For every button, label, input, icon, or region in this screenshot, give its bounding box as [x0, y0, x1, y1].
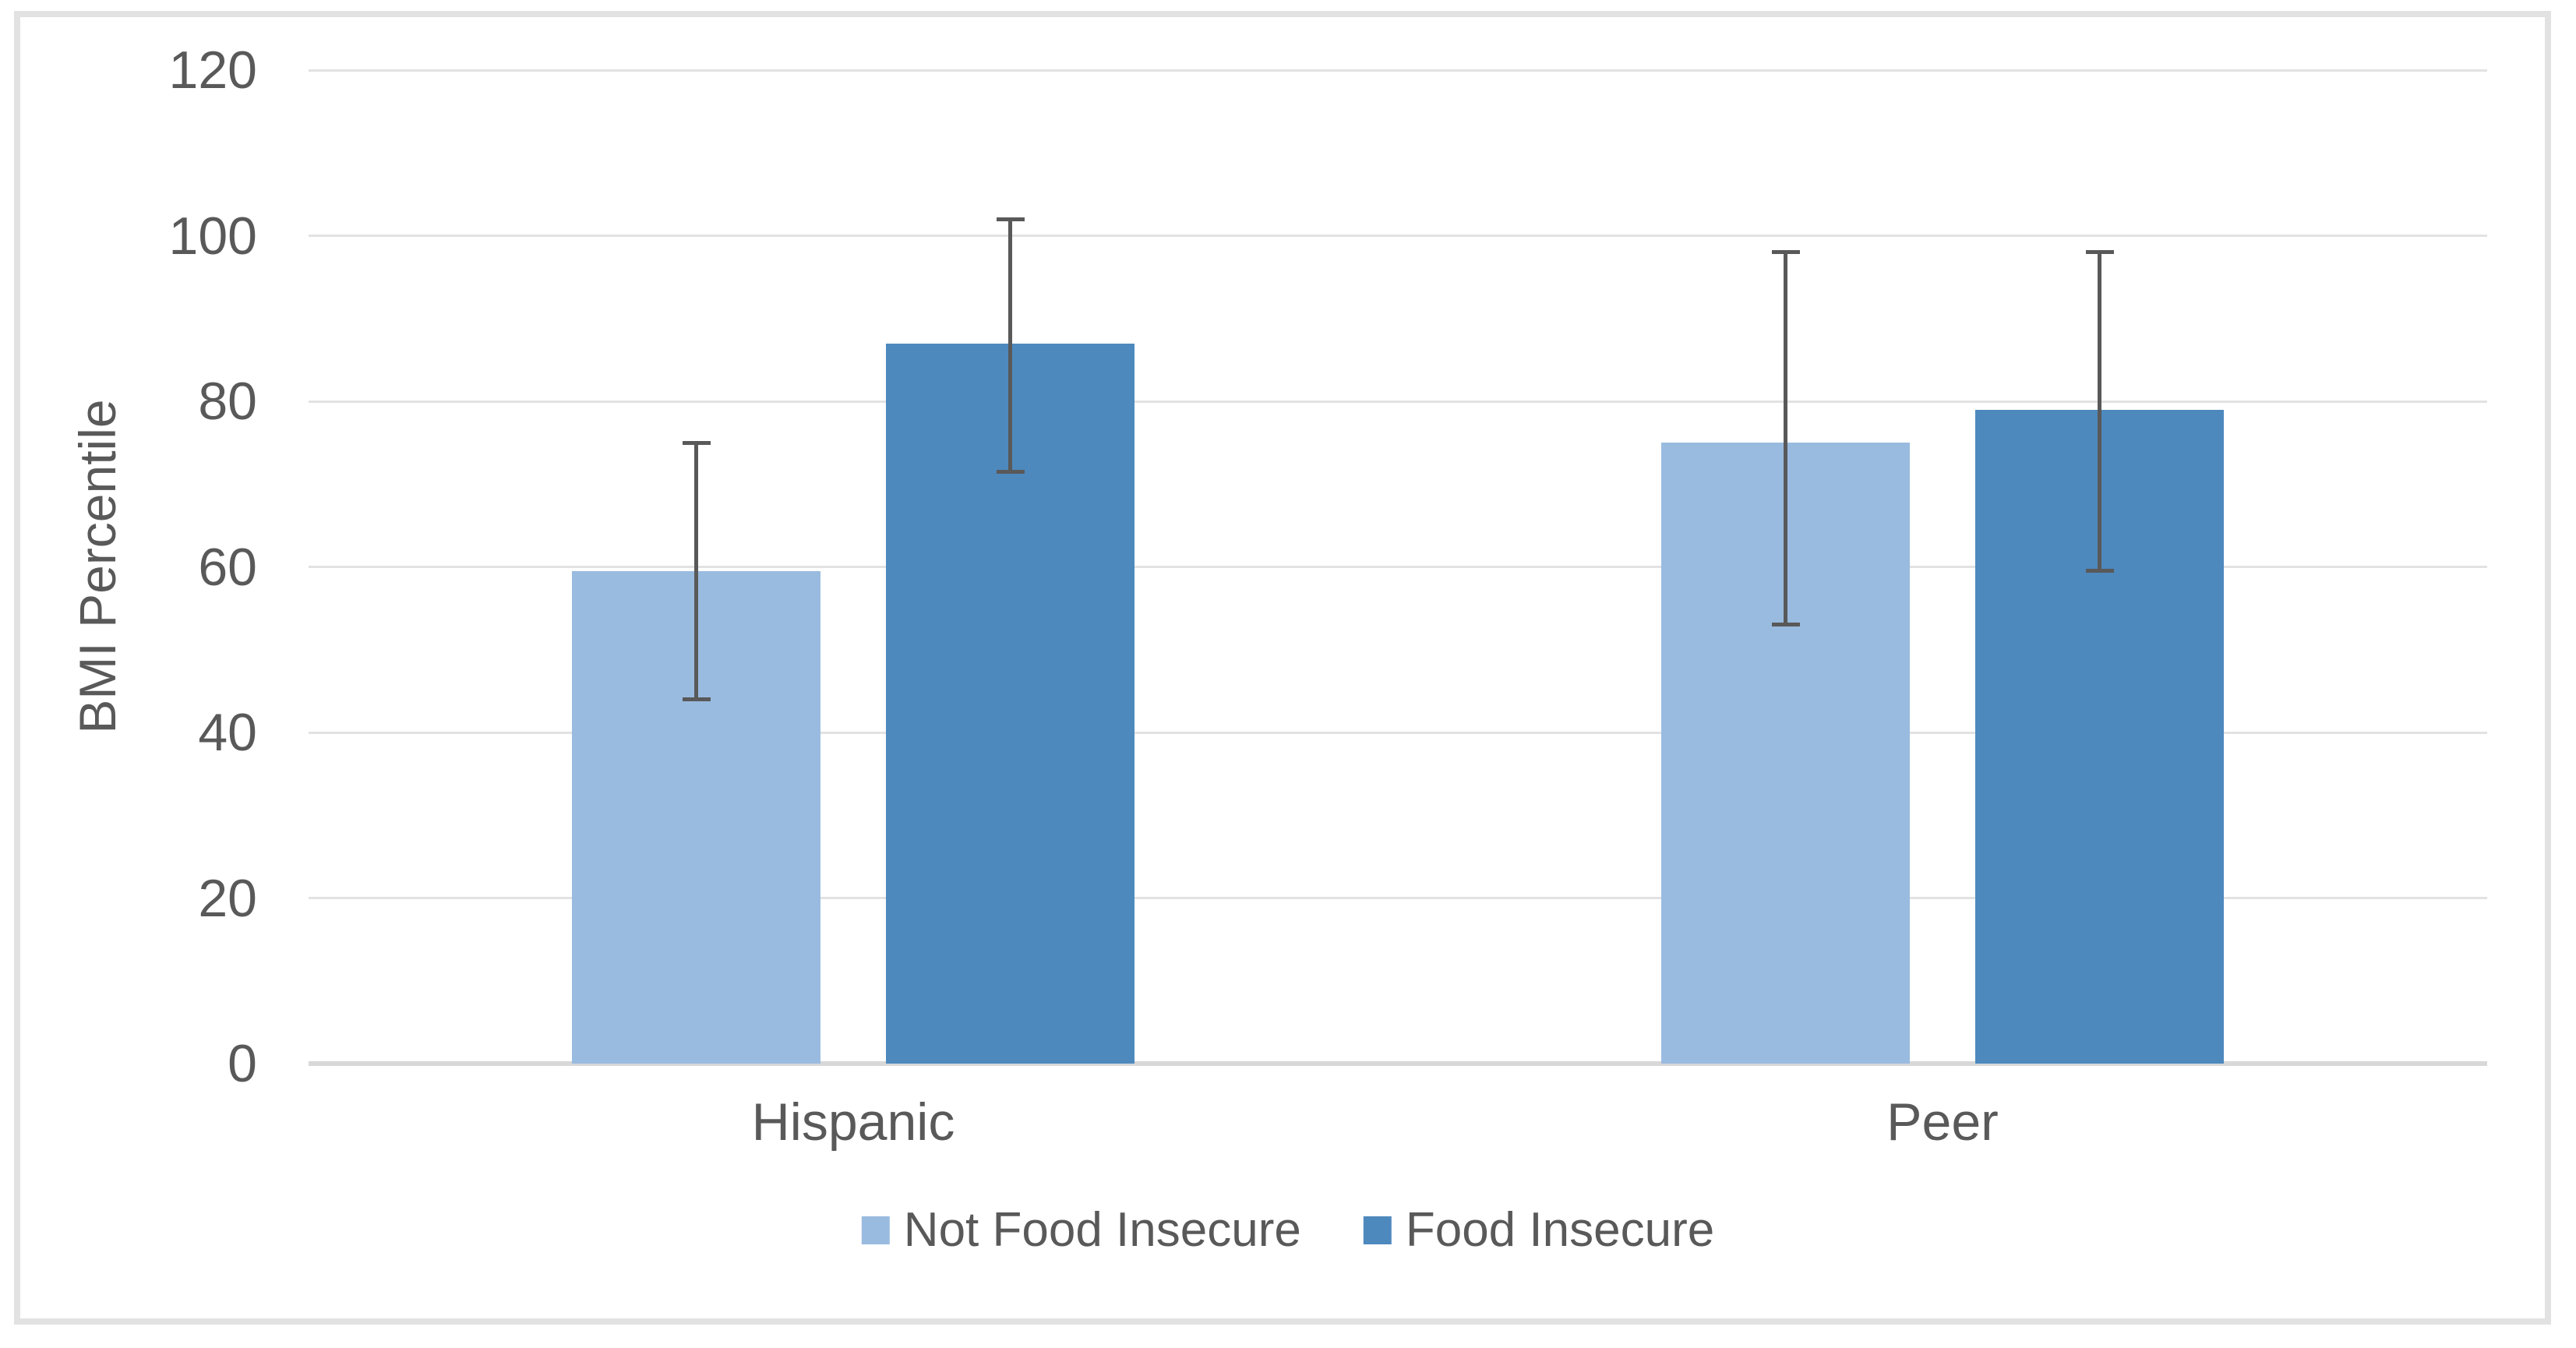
y-tick-label-40: 40	[198, 703, 257, 762]
legend-label-not-food-insecure: Not Food Insecure	[903, 1203, 1301, 1257]
error-bar-cap-top-hispanic-not-food-insecure	[682, 440, 711, 445]
error-bar-cap-bottom-peer-food-insecure	[2085, 569, 2114, 573]
gridline-y40	[309, 731, 2487, 734]
legend-swatch-not-food-insecure	[861, 1216, 890, 1244]
gridline-y100	[309, 235, 2487, 237]
error-bar-hispanic-food-insecure	[1008, 219, 1012, 472]
y-tick-label-120: 120	[168, 41, 257, 100]
legend-label-food-insecure: Food Insecure	[1405, 1203, 1715, 1257]
y-tick-label-0: 0	[228, 1034, 257, 1093]
error-bar-cap-bottom-peer-not-food-insecure	[1771, 623, 1800, 627]
y-tick-label-20: 20	[198, 868, 257, 928]
category-label-peer: Peer	[1886, 1092, 1999, 1152]
y-tick-label-100: 100	[168, 206, 257, 266]
error-bar-cap-bottom-hispanic-not-food-insecure	[682, 697, 711, 701]
legend-swatch-food-insecure	[1363, 1216, 1392, 1244]
gridline-y60	[309, 566, 2487, 568]
error-bar-cap-top-peer-food-insecure	[2085, 250, 2114, 255]
x-axis-line	[309, 1061, 2487, 1066]
gridline-y120	[309, 69, 2487, 72]
legend-item-not-food-insecure: Not Food Insecure	[861, 1203, 1301, 1257]
error-bar-peer-food-insecure	[2098, 252, 2101, 571]
error-bar-cap-bottom-hispanic-food-insecure	[996, 469, 1025, 474]
category-label-hispanic: Hispanic	[751, 1092, 955, 1152]
gridline-y80	[309, 400, 2487, 403]
y-tick-label-80: 80	[198, 372, 257, 431]
legend-item-food-insecure: Food Insecure	[1363, 1203, 1715, 1257]
error-bar-peer-not-food-insecure	[1784, 252, 1787, 625]
legend: Not Food Insecure Food Insecure	[861, 1203, 1715, 1257]
error-bar-hispanic-not-food-insecure	[694, 443, 698, 700]
error-bar-cap-top-peer-not-food-insecure	[1771, 250, 1800, 255]
gridline-y20	[309, 897, 2487, 899]
y-tick-label-60: 60	[198, 537, 257, 597]
error-bar-cap-top-hispanic-food-insecure	[996, 217, 1025, 221]
